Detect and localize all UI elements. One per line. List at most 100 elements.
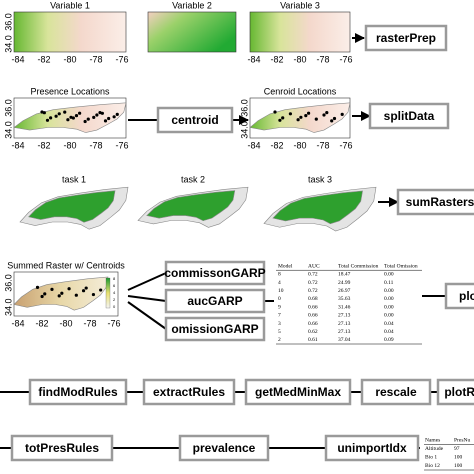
map-title: Cenroid Locations [264, 86, 337, 96]
table-cell: 37.04 [338, 337, 351, 343]
location-dot [304, 114, 308, 118]
legend-bar [105, 277, 111, 309]
table-cell: 0.00 [384, 304, 394, 310]
table-header: Model [278, 263, 293, 269]
legend-label: 8 [113, 276, 116, 281]
location-dot [67, 287, 71, 291]
location-dot [332, 116, 337, 121]
x-axis-label: -80 [293, 54, 306, 64]
location-dot [42, 111, 46, 115]
connector [127, 272, 167, 291]
function-box [364, 24, 448, 52]
function-name: findModRules [38, 385, 118, 399]
location-dot [57, 112, 61, 116]
function-name: splitData [384, 109, 435, 123]
location-dot [74, 114, 79, 118]
location-dot [49, 116, 53, 120]
table-cell: 27.13 [338, 313, 351, 319]
x-axis-label: -82 [270, 140, 283, 150]
x-axis-label: -84 [11, 140, 24, 150]
location-dot [325, 111, 329, 115]
table-cell: 0.61 [308, 337, 318, 343]
function-box [28, 378, 128, 406]
table-cell: 0.66 [308, 313, 318, 319]
table-cell: 2 [278, 337, 281, 343]
location-dot [54, 114, 58, 118]
function-name: totPresRules [25, 441, 99, 455]
location-dot [91, 292, 96, 297]
location-dot [288, 112, 292, 116]
location-dot [50, 287, 54, 291]
x-axis-label: -76 [115, 54, 128, 64]
x-axis-label: -76 [339, 140, 352, 150]
table-cell: 26.97 [338, 288, 351, 294]
map-title: Variable 1 [50, 0, 90, 10]
table-cell: 9 [278, 304, 281, 310]
x-axis-label: -78 [316, 140, 329, 150]
x-axis-label: -80 [293, 140, 306, 150]
prediction [273, 191, 363, 224]
y-axis-label: 34.0 [3, 121, 13, 139]
table-cell: 31.46 [338, 304, 351, 310]
location-dot [314, 117, 318, 121]
location-dot [86, 117, 90, 121]
location-dot [71, 116, 75, 120]
table-cell: 100 [454, 455, 463, 461]
legend-label: 2 [113, 297, 116, 302]
connector [127, 301, 167, 330]
table-cell: 8 [278, 272, 281, 278]
function-box [156, 106, 234, 134]
table-header: Total Commission [338, 263, 379, 269]
x-axis-label: -84 [247, 140, 260, 150]
x-axis-label: -80 [59, 318, 72, 328]
location-dot [273, 110, 277, 114]
raster [147, 11, 237, 53]
y-axis-label: 36.0 [239, 99, 249, 117]
table-cell: 27.13 [338, 321, 351, 327]
location-dot [322, 113, 326, 117]
table-cell: 4 [278, 280, 281, 286]
function-box [178, 434, 270, 462]
x-axis-label: -76 [115, 140, 128, 150]
location-dot [330, 119, 334, 123]
table-cell: 0.00 [384, 288, 394, 294]
function-name: sumRasters [406, 195, 474, 209]
table-cell: 35.63 [338, 296, 351, 302]
location-dot [107, 116, 111, 121]
location-dot [45, 118, 50, 122]
x-axis-label: -80 [63, 54, 76, 64]
map-title: Summed Raster w/ Centroids [7, 260, 125, 270]
y-axis-label: 34.0 [3, 298, 13, 316]
location-dot [100, 111, 104, 115]
function-name: rescale [375, 385, 417, 399]
legend-label: 4 [113, 290, 116, 295]
location-dot [278, 118, 282, 122]
location-dot [63, 110, 67, 114]
y-axis-label: 36.0 [3, 13, 13, 31]
location-dot [81, 289, 86, 293]
location-dot [40, 294, 44, 299]
table-cell: 0.11 [384, 280, 394, 286]
function-box [368, 102, 450, 130]
function-box [10, 434, 114, 462]
raster [249, 11, 351, 53]
prediction [147, 191, 235, 221]
location-dot [340, 112, 344, 116]
function-box [436, 378, 474, 406]
table-cell: 0.72 [308, 280, 318, 286]
location-dot [60, 291, 64, 295]
function-name: extractRules [153, 385, 225, 399]
y-axis-label: 36.0 [3, 99, 13, 117]
table-cell: 24.99 [338, 280, 351, 286]
table-cell: 0.66 [308, 304, 318, 310]
location-dot [57, 294, 61, 298]
location-dot [99, 288, 103, 292]
location-dot [299, 115, 303, 119]
x-axis-label: -82 [37, 54, 50, 64]
x-axis-label: -84 [11, 54, 24, 64]
legend-label: 0 [113, 304, 116, 309]
table-header: Names [425, 438, 440, 444]
prediction [29, 191, 115, 223]
location-dot [84, 286, 88, 290]
